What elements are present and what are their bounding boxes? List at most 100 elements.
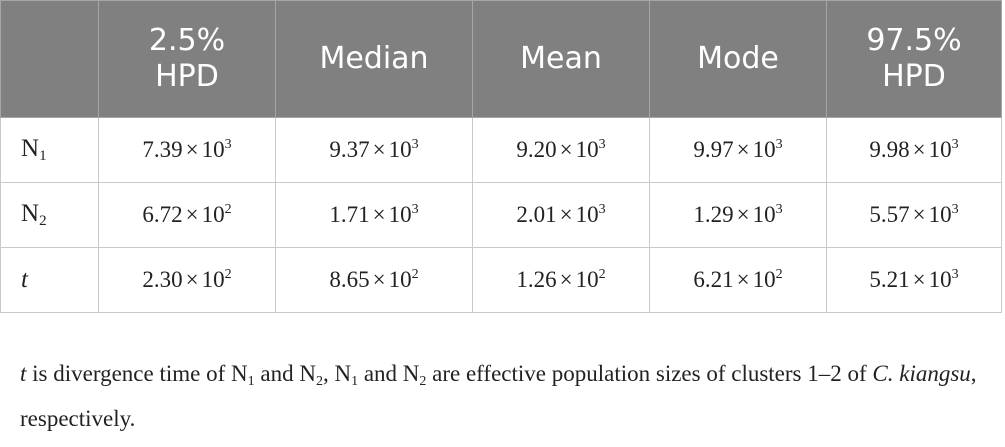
value-base: 10 <box>752 202 776 227</box>
row-label: N2 <box>0 182 99 248</box>
value-exponent: 2 <box>224 267 232 282</box>
value-cell: 2.01 × 103 <box>472 182 650 248</box>
footnote-sub: 1 <box>247 374 255 389</box>
value-base: 10 <box>388 202 412 227</box>
value-base: 10 <box>928 137 952 162</box>
value-exponent: 3 <box>224 137 232 152</box>
value-exponent: 3 <box>951 137 959 152</box>
value-mantissa: 1.71 <box>329 202 370 227</box>
value-cell: 1.71 × 103 <box>275 182 473 248</box>
value-cell: 6.21 × 102 <box>649 247 827 313</box>
value-mantissa: 6.21 <box>693 267 734 292</box>
header-text: 2.5% <box>148 23 226 58</box>
footnote-text: , N <box>322 361 352 386</box>
value-mantissa: 5.57 <box>869 202 910 227</box>
value-cell: 9.20 × 103 <box>472 117 650 183</box>
times-sign: × <box>185 202 199 227</box>
row-label-sub: 1 <box>39 148 47 164</box>
header-row: 2.5% HPD Median Mean Mode 97.5% HPD <box>0 0 1002 118</box>
value-mantissa: 9.97 <box>693 137 734 162</box>
value-cell: 5.21 × 103 <box>826 247 1002 313</box>
times-sign: × <box>185 267 199 292</box>
value-base: 10 <box>201 202 225 227</box>
header-cell: 97.5% HPD <box>826 0 1002 118</box>
value-exponent: 3 <box>598 137 606 152</box>
value-exponent: 3 <box>951 267 959 282</box>
value-exponent: 3 <box>775 202 783 217</box>
times-sign: × <box>372 137 386 162</box>
value-mantissa: 7.39 <box>142 137 183 162</box>
times-sign: × <box>185 137 199 162</box>
row-label-base: t <box>21 266 28 293</box>
times-sign: × <box>559 137 573 162</box>
value-base: 10 <box>928 202 952 227</box>
value-base: 10 <box>928 267 952 292</box>
value-cell: 2.30 × 102 <box>98 247 276 313</box>
row-label-sub: 2 <box>39 213 47 229</box>
header-text: HPD <box>155 59 219 94</box>
footnote-t: t <box>20 361 27 386</box>
results-table: 2.5% HPD Median Mean Mode 97.5% HPD N1 7.39 × 103… <box>0 0 1002 313</box>
value-base: 10 <box>575 137 599 162</box>
value-base: 10 <box>201 137 225 162</box>
value-cell: 5.57 × 103 <box>826 182 1002 248</box>
footnote-sub: 1 <box>351 374 359 389</box>
footnote-text: and N <box>254 361 316 386</box>
value-mantissa: 6.72 <box>142 202 183 227</box>
value-cell: 9.97 × 103 <box>649 117 827 183</box>
value-mantissa: 1.26 <box>516 267 557 292</box>
header-cell-empty <box>0 0 99 118</box>
value-cell: 9.98 × 103 <box>826 117 1002 183</box>
value-cell: 6.72 × 102 <box>98 182 276 248</box>
header-text: 97.5% <box>866 23 962 58</box>
row-label-base: N <box>21 135 40 162</box>
header-text: HPD <box>882 59 946 94</box>
table-row: N1 7.39 × 103 9.37 × 103 9.20 × 103 9.97 × 103 9.98 × 1… <box>0 117 1002 183</box>
header-cell: 2.5% HPD <box>98 0 276 118</box>
row-label: N1 <box>0 117 99 183</box>
value-exponent: 2 <box>224 202 232 217</box>
times-sign: × <box>912 137 926 162</box>
times-sign: × <box>736 202 750 227</box>
header-cell: Mean <box>472 0 650 118</box>
footnote-text: are effective population sizes of cluste… <box>426 361 873 386</box>
value-mantissa: 9.37 <box>329 137 370 162</box>
value-base: 10 <box>752 137 776 162</box>
value-base: 10 <box>388 267 412 292</box>
header-cell: Mode <box>649 0 827 118</box>
value-mantissa: 2.30 <box>142 267 183 292</box>
value-exponent: 3 <box>951 202 959 217</box>
times-sign: × <box>736 267 750 292</box>
value-base: 10 <box>201 267 225 292</box>
times-sign: × <box>372 267 386 292</box>
value-cell: 1.26 × 102 <box>472 247 650 313</box>
value-mantissa: 2.01 <box>516 202 557 227</box>
row-label: t <box>0 247 99 313</box>
value-cell: 8.65 × 102 <box>275 247 473 313</box>
value-cell: 7.39 × 103 <box>98 117 276 183</box>
footnote-text: , respectively. <box>20 361 977 431</box>
times-sign: × <box>372 202 386 227</box>
footnote-sub: 2 <box>419 374 427 389</box>
value-mantissa: 9.20 <box>516 137 557 162</box>
value-mantissa: 5.21 <box>869 267 910 292</box>
times-sign: × <box>559 267 573 292</box>
times-sign: × <box>912 267 926 292</box>
value-exponent: 2 <box>775 267 783 282</box>
value-mantissa: 9.98 <box>869 137 910 162</box>
value-exponent: 3 <box>598 202 606 217</box>
value-mantissa: 8.65 <box>329 267 370 292</box>
footnote-text: and N <box>358 361 420 386</box>
row-label-base: N <box>21 200 40 227</box>
value-exponent: 2 <box>598 267 606 282</box>
value-base: 10 <box>575 267 599 292</box>
table-body: N1 7.39 × 103 9.37 × 103 9.20 × 103 9.97 × 103 9.98 × 1… <box>0 117 1002 313</box>
footnote-sub: 2 <box>315 374 323 389</box>
times-sign: × <box>559 202 573 227</box>
times-sign: × <box>736 137 750 162</box>
value-cell: 9.37 × 103 <box>275 117 473 183</box>
value-cell: 1.29 × 103 <box>649 182 827 248</box>
value-mantissa: 1.29 <box>693 202 734 227</box>
value-exponent: 3 <box>775 137 783 152</box>
times-sign: × <box>912 202 926 227</box>
